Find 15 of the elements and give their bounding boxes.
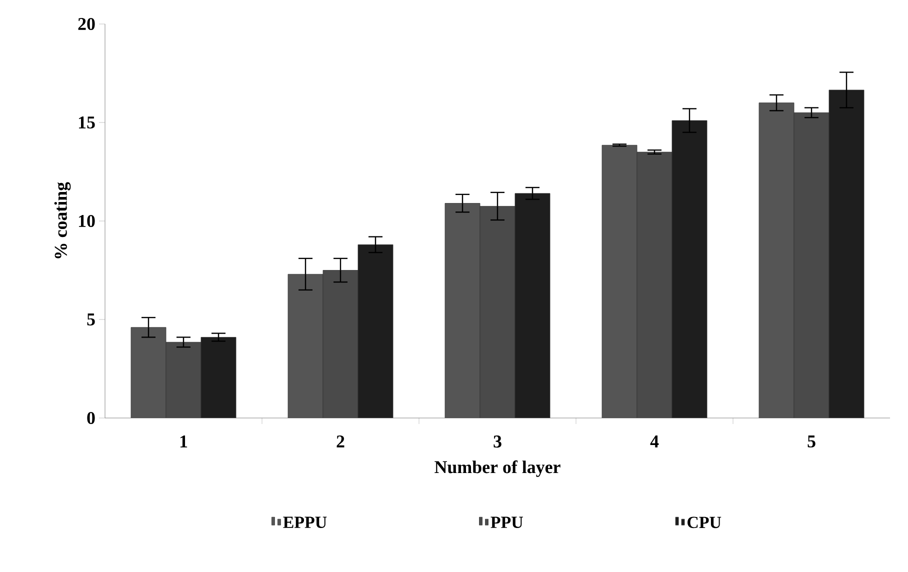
x-tick-label: 1 <box>180 436 188 448</box>
legend-label: PPU <box>490 516 523 528</box>
x-tick-label: 3 <box>494 436 502 448</box>
x-tick-label: 5 <box>808 436 816 448</box>
y-axis-title: % coating <box>54 182 71 258</box>
legend-label: EPPU <box>283 516 327 528</box>
legend-label: CPU <box>688 516 722 528</box>
y-tick-label: 20 <box>78 18 95 30</box>
y-tick-label: 5 <box>87 314 95 326</box>
y-tick-label: 15 <box>78 116 95 128</box>
x-tick-label: 2 <box>336 436 344 448</box>
y-tick-label: 10 <box>78 214 95 228</box>
x-tick-label: 4 <box>650 436 659 448</box>
x-axis-title: Number of layer <box>434 460 560 477</box>
y-tick-label: 0 <box>87 412 95 424</box>
